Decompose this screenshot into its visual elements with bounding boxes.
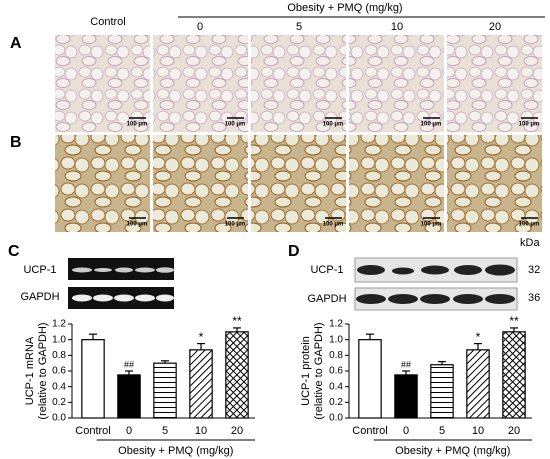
micrograph	[55, 135, 150, 232]
band-label: GAPDH	[307, 293, 346, 305]
x-group-label: Obesity + PMQ (mg/kg)	[395, 445, 510, 457]
x-group-label: Obesity + PMQ (mg/kg)	[118, 445, 233, 457]
significance: *	[476, 330, 481, 344]
bar	[466, 349, 490, 419]
micrograph	[447, 35, 542, 132]
band-label: GAPDH	[20, 291, 59, 303]
x-tick-label: Control	[75, 425, 110, 437]
micrographs: 100 μm 100 μm 100 μm 100 μm 100 μm 100 μm 100 …	[55, 35, 542, 232]
bar	[225, 331, 249, 419]
band-label: UCP-1	[23, 264, 56, 276]
bar	[189, 349, 213, 419]
y-tick-label: 0.2	[52, 397, 66, 408]
y-tick-label: 1.2	[329, 319, 343, 330]
x-tick-label: 0	[403, 425, 409, 437]
significance: ##	[401, 359, 411, 369]
dose-header: 10	[391, 21, 403, 33]
scale-bar: 100 μm	[519, 222, 540, 228]
panel-label: C	[8, 243, 20, 260]
control-header: Control	[90, 16, 125, 28]
kda-label: kDa	[520, 237, 540, 249]
y-tick-label: 1.0	[52, 334, 66, 345]
panel-label: D	[288, 243, 300, 260]
scale-bar: 100 μm	[225, 222, 246, 228]
micrograph	[349, 135, 444, 232]
scale-bar: 100 μm	[323, 222, 344, 228]
bar	[153, 362, 177, 419]
kda-value: 32	[528, 264, 540, 276]
micrograph	[349, 35, 444, 132]
y-tick-label: 0.0	[52, 413, 66, 424]
micrograph	[251, 35, 346, 132]
x-tick-label: 5	[439, 425, 445, 437]
scale-bar: 100 μm	[225, 122, 246, 128]
kda-value: 36	[528, 292, 540, 304]
micrograph	[55, 35, 150, 132]
scale-bar: 100 μm	[519, 122, 540, 128]
y-tick-label: 1.0	[329, 334, 343, 345]
x-tick-label: Control	[352, 425, 387, 437]
scale-bar: 100 μm	[127, 122, 148, 128]
bar	[117, 374, 141, 419]
y-axis-label: UCP-1 mRNA	[24, 336, 36, 405]
y-tick-label: 0.0	[329, 413, 343, 424]
bar	[430, 364, 454, 419]
y-tick-label: 0.4	[329, 381, 343, 392]
y-axis-label: (relative to GAPDH)	[313, 322, 325, 419]
y-tick-label: 0.2	[329, 397, 343, 408]
y-tick-label: 0.6	[329, 366, 343, 377]
y-tick-label: 1.2	[52, 319, 66, 330]
bar	[502, 331, 526, 419]
micrograph	[447, 135, 542, 232]
group-header: Obesity + PMQ (mg/kg)	[287, 2, 402, 14]
y-axis-label: UCP-1 protein	[300, 336, 312, 406]
scale-bar: 100 μm	[421, 222, 442, 228]
y-tick-label: 0.8	[329, 350, 343, 361]
significance: **	[232, 314, 242, 328]
x-tick-label: 20	[231, 425, 243, 437]
bar	[358, 339, 382, 419]
micrograph	[153, 35, 248, 132]
y-tick-label: 0.8	[52, 350, 66, 361]
significance: **	[509, 314, 519, 328]
significance: ##	[124, 359, 134, 369]
y-tick-label: 0.4	[52, 381, 66, 392]
scale-bar: 100 μm	[323, 122, 344, 128]
x-tick-label: 10	[472, 425, 484, 437]
y-axis-label: (relative to GAPDH)	[37, 322, 49, 419]
band-label: UCP-1	[310, 264, 343, 276]
micrograph	[251, 135, 346, 232]
significance: *	[199, 330, 204, 344]
x-tick-label: 20	[508, 425, 520, 437]
bar	[394, 374, 418, 419]
dose-header: 0	[197, 21, 203, 33]
x-tick-label: 10	[195, 425, 207, 437]
x-tick-label: 5	[162, 425, 168, 437]
blot-bands	[356, 264, 515, 304]
micrograph	[153, 135, 248, 232]
x-tick-label: 0	[126, 425, 132, 437]
y-tick-label: 0.6	[52, 366, 66, 377]
scale-bar: 100 μm	[421, 122, 442, 128]
panel-label: B	[10, 134, 22, 151]
dose-header: 5	[296, 21, 302, 33]
dose-header: 20	[489, 21, 501, 33]
scale-bar: 100 μm	[127, 222, 148, 228]
panel-label: A	[10, 35, 22, 52]
gel-bands	[72, 267, 174, 302]
bar	[81, 339, 105, 419]
